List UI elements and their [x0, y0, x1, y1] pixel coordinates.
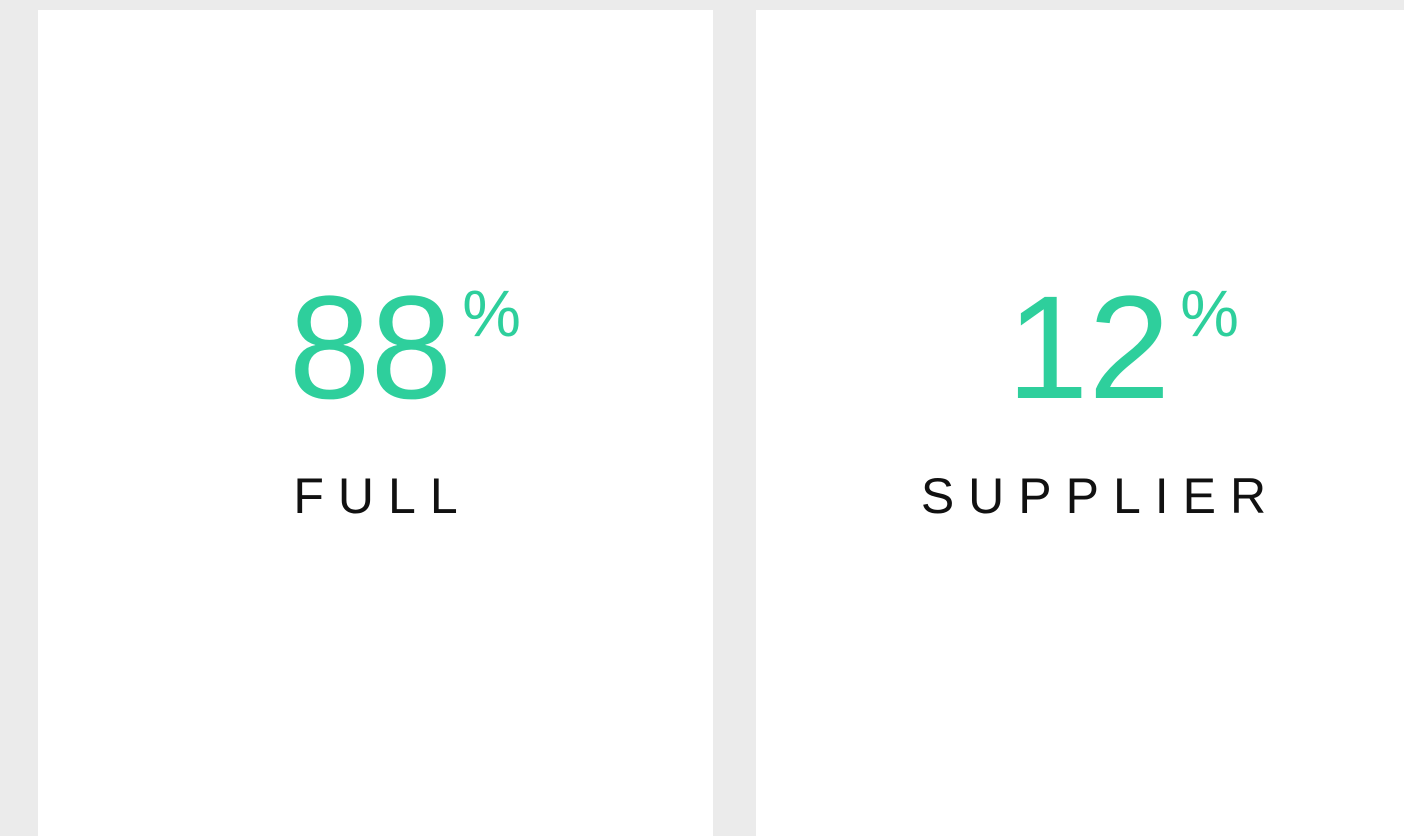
stat-value: 12: [1007, 266, 1171, 430]
stat-card: 88 % FULL: [38, 10, 713, 836]
card-background: [38, 10, 713, 836]
stat-unit: %: [1180, 276, 1239, 350]
stat-label: FULL: [293, 468, 471, 524]
stat-value: 88: [289, 266, 453, 430]
stat-unit: %: [462, 276, 521, 350]
stat-card: 12 % SUPPLIER: [756, 10, 1404, 836]
stat-label: SUPPLIER: [921, 468, 1280, 524]
card-background: [756, 10, 1404, 836]
